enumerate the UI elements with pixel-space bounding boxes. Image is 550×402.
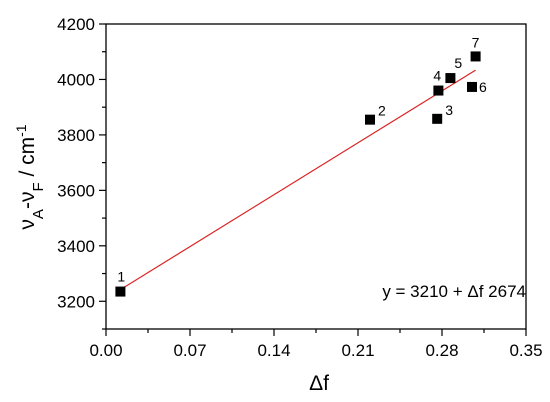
data-point: [433, 85, 444, 96]
x-tick-label: 0.21: [341, 341, 374, 360]
ylabel-sup: -1: [13, 124, 29, 137]
data-point: [445, 73, 456, 84]
y-tick-label: 3600: [57, 181, 95, 200]
point-label: 2: [378, 103, 386, 119]
data-point: [115, 286, 126, 297]
fit-layer: [120, 69, 476, 291]
fit-line: [120, 69, 476, 291]
point-label: 7: [472, 34, 480, 50]
point-label: 5: [454, 55, 462, 71]
x-tick-label: 0.00: [89, 341, 122, 360]
ylabel-sub-f: F: [30, 182, 47, 191]
data-point: [365, 114, 375, 125]
x-tick-label: 0.35: [509, 341, 542, 360]
y-tick-label: 4000: [57, 70, 95, 89]
data-point: [432, 113, 443, 124]
data-point: [467, 81, 477, 92]
y-tick-label: 4200: [57, 15, 95, 34]
y-tick-label: 3400: [57, 237, 95, 256]
x-tick-label: 0.14: [257, 341, 290, 360]
axes: 0.00 0.07 0.14 0.21 0.28 0.35 3200 3400 3600 3800…: [57, 15, 542, 360]
x-tick-label: 0.07: [173, 341, 206, 360]
point-label: 6: [479, 79, 487, 95]
point-label: 4: [433, 68, 441, 84]
ylabel-unit: / cm: [16, 137, 39, 183]
ylabel-nu-a: ν: [16, 219, 39, 230]
x-axis-label: Δf: [309, 372, 329, 395]
y-tick-label: 3800: [57, 126, 95, 145]
ylabel-minus-nu: -ν: [16, 192, 39, 210]
points-layer: 1 2 3 45 6 7: [115, 34, 487, 297]
ylabel-sub-a: A: [30, 209, 47, 219]
y-axis-label: νA-νF / cm-1: [13, 124, 47, 229]
y-tick-label: 3200: [57, 292, 95, 311]
data-point: [470, 51, 481, 62]
point-label: 1: [117, 269, 125, 285]
x-tick-label: 0.28: [425, 341, 458, 360]
fit-equation: y = 3210 + Δf 2674: [382, 282, 526, 301]
point-label: 3: [445, 102, 453, 118]
